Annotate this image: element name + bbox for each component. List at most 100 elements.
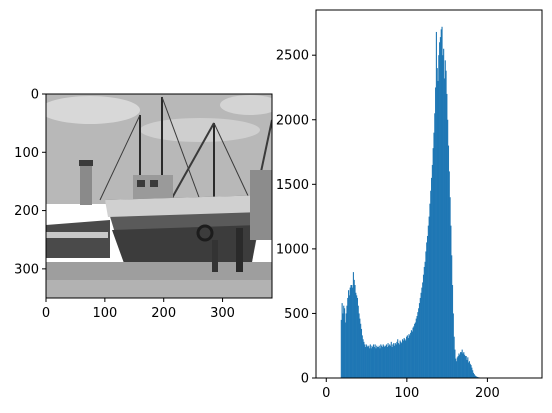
histogram-bar xyxy=(367,347,369,378)
histogram-bar xyxy=(356,295,358,378)
image-x-tick-label: 300 xyxy=(210,306,235,321)
histogram-bar xyxy=(462,353,464,378)
photo-lighthouse-top xyxy=(79,160,93,166)
histogram-bar xyxy=(351,285,353,378)
image-x-ticks: 0 100 200 300 xyxy=(42,298,235,321)
histogram-bar xyxy=(341,303,343,378)
photo-rigging xyxy=(99,114,141,201)
histogram-bar xyxy=(446,93,448,379)
histogram-bar xyxy=(362,339,364,378)
histogram-bar xyxy=(426,242,428,378)
histogram-bar xyxy=(435,31,437,379)
image-y-tick-label: 200 xyxy=(14,204,39,219)
histogram-bar xyxy=(352,272,354,378)
histogram-bar xyxy=(435,87,437,378)
histogram-bar xyxy=(344,322,346,378)
histogram-bar xyxy=(387,343,389,378)
histogram-bar xyxy=(464,356,466,378)
histogram-bar xyxy=(454,349,456,378)
histogram-x-tick-label: 200 xyxy=(475,386,500,401)
histogram-bar xyxy=(352,287,354,378)
histogram-bar xyxy=(370,348,372,378)
histogram-bar xyxy=(384,347,386,378)
histogram-x-ticks: 0 100 200 xyxy=(322,378,500,401)
photo-life-ring xyxy=(196,224,214,242)
histogram-bar xyxy=(383,345,385,378)
histogram-bar xyxy=(343,308,346,378)
histogram-y-tick-label: 1000 xyxy=(276,242,309,257)
histogram-bar xyxy=(422,274,425,378)
histogram-bar xyxy=(357,305,359,378)
histogram-bar xyxy=(403,337,405,378)
histogram-bar xyxy=(475,376,477,378)
histogram-bar xyxy=(386,347,388,378)
histogram-bar xyxy=(442,55,444,378)
histogram-bar xyxy=(458,353,460,378)
histogram-bar xyxy=(430,190,432,378)
grayscale-photo xyxy=(46,94,272,298)
histogram-bar xyxy=(443,48,445,378)
histogram-y-tick-label: 2000 xyxy=(276,113,309,128)
histogram-bar xyxy=(414,323,416,378)
histogram-bar xyxy=(361,335,363,378)
histogram-bar xyxy=(455,358,457,378)
photo-rigging xyxy=(213,122,251,201)
histogram-bar xyxy=(350,285,352,378)
histogram-bar xyxy=(414,322,417,378)
photo-hull-stripe xyxy=(105,195,265,217)
histogram-bar xyxy=(360,323,362,378)
histogram-bar xyxy=(441,26,443,379)
histogram-bar xyxy=(376,345,378,378)
histogram-bar xyxy=(347,297,349,378)
histogram-bar xyxy=(472,372,475,378)
histogram-bar xyxy=(349,287,351,378)
histogram-bar xyxy=(398,344,400,378)
histogram-bar xyxy=(459,354,461,378)
histogram-bar xyxy=(451,285,454,378)
histogram-bar xyxy=(381,347,383,378)
image-y-tick-label: 0 xyxy=(31,88,39,103)
histogram-bar xyxy=(382,344,384,378)
histogram-bar xyxy=(394,343,396,378)
histogram-bar xyxy=(381,345,383,378)
histogram-bar xyxy=(457,356,459,378)
histogram-bar xyxy=(465,356,467,378)
image-y-tick-label: 300 xyxy=(14,262,39,277)
histogram-bar xyxy=(418,303,421,378)
histogram-bar xyxy=(364,347,367,378)
image-y-ticks: 0 100 200 300 xyxy=(14,88,46,277)
histogram-bar xyxy=(433,132,435,378)
histogram-bar xyxy=(432,148,434,378)
histogram-bar xyxy=(354,285,356,378)
histogram-bar xyxy=(452,313,454,378)
histogram-bar xyxy=(448,171,450,378)
histogram-axes-frame xyxy=(315,9,543,379)
histogram-y-tick-label: 2500 xyxy=(276,49,309,64)
histogram-y-ticks: 0 500 1000 1500 2000 2500 xyxy=(276,49,316,387)
histogram-bar xyxy=(371,345,373,378)
histogram-bar xyxy=(447,145,450,378)
histogram-bar xyxy=(472,370,474,378)
photo-cloud xyxy=(140,118,260,142)
histogram-bar xyxy=(453,336,455,378)
histogram-bar xyxy=(389,345,392,378)
histogram-bar xyxy=(407,337,409,378)
histogram-bar xyxy=(421,287,423,378)
histogram-bar xyxy=(392,344,394,378)
histogram-bar xyxy=(402,340,404,378)
histogram-bar xyxy=(406,335,408,378)
histogram-bar xyxy=(402,339,404,378)
histogram-bar xyxy=(456,357,458,378)
histogram-bar xyxy=(374,344,376,378)
histogram-bar xyxy=(429,203,431,378)
histogram-bar xyxy=(468,361,470,378)
histogram-bar xyxy=(464,354,466,378)
histogram-bar xyxy=(440,29,442,379)
histogram-bar xyxy=(463,352,465,378)
histogram-bar xyxy=(415,318,417,378)
photo-boat-left xyxy=(46,220,110,258)
histogram-bar xyxy=(474,375,476,378)
histogram-bar xyxy=(364,344,366,378)
histogram-bar xyxy=(466,359,468,378)
histogram-y-tick-label: 0 xyxy=(301,372,309,387)
